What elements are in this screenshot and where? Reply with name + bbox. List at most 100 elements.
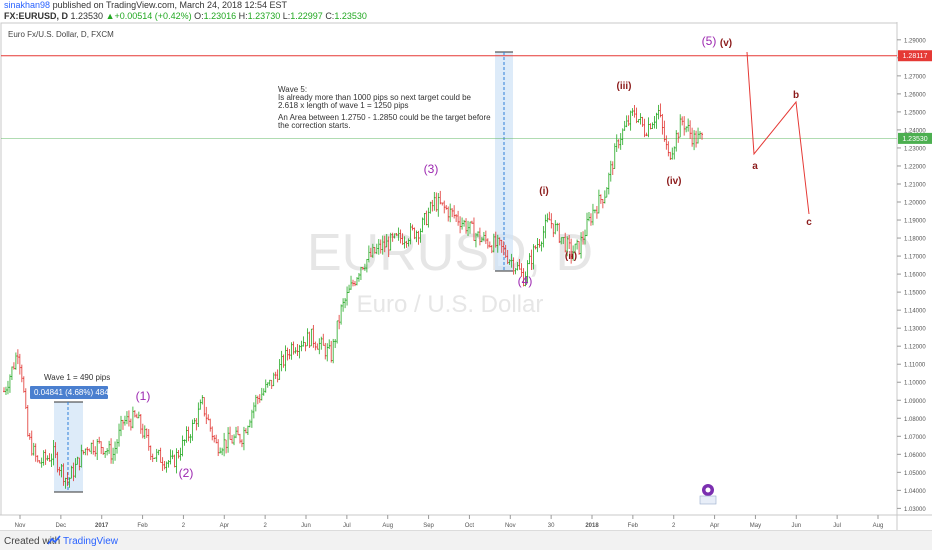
candle <box>387 236 390 258</box>
price-tick-label: 1.22000 <box>904 164 926 170</box>
candle <box>651 122 654 129</box>
candle <box>157 449 160 456</box>
candle <box>328 339 331 350</box>
candle <box>423 213 426 226</box>
wave5-note-line3: An Area between 1.2750 - 1.2850 could be… <box>278 113 491 122</box>
candle <box>586 212 589 237</box>
time-tick-label: Jun <box>791 523 801 529</box>
candle <box>240 439 243 448</box>
candle <box>90 442 93 455</box>
candle <box>623 120 626 131</box>
candle <box>635 107 638 124</box>
candle <box>223 432 226 457</box>
candle <box>242 426 245 451</box>
candle <box>34 443 37 462</box>
candle <box>591 203 594 226</box>
candle <box>26 405 29 437</box>
price-tick-label: 1.11000 <box>904 363 926 369</box>
candle <box>371 243 374 258</box>
candle <box>298 344 301 359</box>
candle <box>534 245 537 250</box>
tradingview-logo-icon <box>47 535 61 545</box>
candle <box>344 298 347 309</box>
candle <box>500 239 503 253</box>
candle <box>389 232 392 251</box>
candle <box>62 463 65 486</box>
price-tick-label: 1.14000 <box>904 309 926 315</box>
candle <box>227 427 230 453</box>
candle <box>554 220 557 235</box>
candle <box>348 284 351 293</box>
candle <box>607 172 610 195</box>
candle <box>375 243 378 255</box>
candle <box>258 394 261 403</box>
chart-header: sinakhan98 published on TradingView.com,… <box>0 0 932 22</box>
event-badge-icon[interactable] <box>699 484 717 505</box>
candle <box>661 113 664 135</box>
candle <box>86 446 89 456</box>
candle <box>629 110 632 131</box>
candle <box>532 244 535 270</box>
candle <box>290 342 293 360</box>
candle <box>518 258 521 270</box>
candle <box>419 228 422 243</box>
candle <box>649 123 652 130</box>
candle <box>38 460 41 464</box>
candle <box>401 233 404 245</box>
candle <box>369 247 372 258</box>
price-chart[interactable]: Euro Fx/U.S. Dollar, D, FXCM EURUSD, D E… <box>0 22 932 530</box>
author-link[interactable]: sinakhan98 <box>4 0 51 10</box>
candle <box>310 328 313 347</box>
candle <box>229 426 232 440</box>
candle <box>20 364 23 383</box>
candle <box>46 455 49 461</box>
candle <box>58 466 61 476</box>
wave-label-ii: (ii) <box>565 251 577 262</box>
candle <box>179 447 182 461</box>
wave5-note-line4: the correction starts. <box>278 121 350 130</box>
candle <box>439 190 442 205</box>
candle <box>244 428 247 434</box>
candle <box>413 227 416 240</box>
candle <box>516 261 519 271</box>
candle <box>153 457 156 459</box>
candle <box>560 237 563 245</box>
wave-label-1: (1) <box>136 389 151 403</box>
projection-path <box>746 51 810 215</box>
candle <box>506 249 509 265</box>
candle <box>24 388 27 410</box>
tradingview-link[interactable]: TradingView <box>63 536 119 547</box>
price-change: +0.00514 (+0.42%) <box>114 11 192 21</box>
candle <box>474 232 477 248</box>
candle <box>540 241 543 252</box>
candle <box>173 454 176 468</box>
candle <box>691 127 694 147</box>
wave-label-i: (i) <box>539 186 548 197</box>
candle <box>415 230 418 243</box>
candle <box>213 435 216 443</box>
candle <box>121 419 124 430</box>
candle <box>359 266 362 280</box>
candle <box>64 477 67 489</box>
candle <box>478 227 481 246</box>
candle <box>199 399 202 410</box>
time-tick-label: 2 <box>182 523 186 529</box>
price-tick-label: 1.27000 <box>904 74 926 80</box>
candle <box>701 132 704 140</box>
candle <box>330 340 333 363</box>
candle <box>455 214 458 223</box>
price-tick-label: 1.17000 <box>904 255 926 261</box>
candle <box>78 457 81 471</box>
candle <box>217 439 220 457</box>
candle <box>570 238 573 264</box>
candle <box>457 210 460 226</box>
candle <box>100 441 103 454</box>
candle <box>653 115 656 129</box>
candle <box>671 147 674 160</box>
chart-background <box>0 22 932 530</box>
time-tick-label: Jul <box>343 523 351 529</box>
candle <box>221 447 224 456</box>
candle <box>125 411 128 425</box>
candle <box>304 342 307 352</box>
candle <box>272 372 275 387</box>
